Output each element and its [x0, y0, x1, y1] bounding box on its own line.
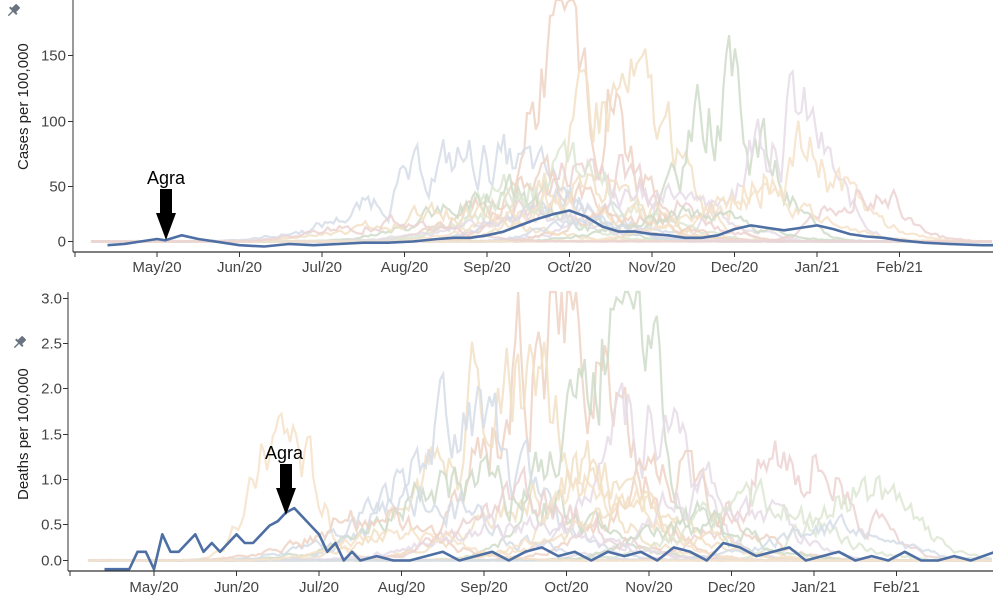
y-tick-label: 0.5	[41, 517, 62, 534]
y-tick-label: 0.0	[41, 553, 62, 570]
background-series-group	[87, 290, 993, 562]
background-series-line	[87, 341, 992, 562]
annotation-label: Agra	[147, 168, 186, 188]
x-tick-label: Nov/20	[625, 579, 673, 596]
x-tick-label: Dec/20	[711, 259, 759, 276]
y-tick-label: 1.5	[41, 427, 62, 444]
y-tick-label: 2.5	[41, 336, 62, 353]
arrow-down-icon	[276, 464, 296, 515]
deaths-y-axis-label: Deaths per 100,000	[15, 368, 32, 500]
x-tick-label: Jan/21	[791, 579, 836, 596]
x-tick-label: Sep/20	[463, 259, 511, 276]
x-tick-label: Feb/21	[876, 259, 923, 276]
pin-icon[interactable]	[5, 2, 22, 19]
x-ticks: May/20 Jun/20 Jul/20 Aug/20 Sep/20 Oct/20 Nov/…	[74, 252, 923, 276]
background-series-group	[90, 0, 993, 243]
background-series-line	[87, 524, 992, 562]
x-tick-label: Nov/20	[628, 259, 676, 276]
x-tick-label: Jun/20	[217, 259, 262, 276]
background-series-line	[87, 411, 992, 562]
annotation-label: Agra	[265, 443, 304, 463]
x-tick-label: May/20	[129, 579, 178, 596]
deaths-chart: May/20 Jun/20 Jul/20 Aug/20 Sep/20 Oct/20 Nov/…	[11, 290, 993, 596]
x-tick-label: Jul/20	[299, 579, 339, 596]
background-series-line	[91, 213, 992, 243]
x-tick-label: May/20	[132, 259, 181, 276]
agra-annotation: Agra	[147, 168, 186, 240]
y-tick-label: 100	[41, 114, 66, 131]
x-tick-label: Jul/20	[302, 259, 342, 276]
cases-chart: May/20 Jun/20 Jul/20 Aug/20 Sep/20 Oct/20 Nov/…	[5, 0, 993, 276]
cases-y-axis-label: Cases per 100,000	[15, 43, 32, 170]
x-ticks: May/20 Jun/20 Jul/20 Aug/20 Sep/20 Oct/20 Nov/…	[69, 571, 920, 596]
y-tick-label: 3.0	[41, 291, 62, 308]
x-tick-label: Oct/20	[547, 259, 591, 276]
y-tick-label: 0	[58, 234, 66, 251]
arrow-down-icon	[156, 189, 176, 240]
x-tick-label: Aug/20	[381, 259, 429, 276]
x-tick-label: Feb/21	[873, 579, 920, 596]
background-series-line	[90, 120, 992, 243]
background-series-line	[91, 68, 992, 243]
x-tick-label: Jan/21	[794, 259, 839, 276]
x-tick-label: Aug/20	[378, 579, 426, 596]
x-tick-label: Sep/20	[460, 579, 508, 596]
x-tick-label: Oct/20	[544, 579, 588, 596]
agra-deaths-line	[104, 506, 993, 571]
y-tick-label: 1.0	[41, 472, 62, 489]
x-tick-label: Jun/20	[214, 579, 259, 596]
agra-annotation: Agra	[265, 443, 304, 515]
y-tick-label: 2.0	[41, 381, 62, 398]
pin-icon[interactable]	[11, 334, 28, 351]
y-ticks: 0.0 0.5 1.0 1.5 2.0 2.5 3.0	[41, 291, 68, 570]
y-tick-label: 50	[49, 179, 66, 196]
y-tick-label: 150	[41, 48, 66, 65]
x-tick-label: Dec/20	[708, 579, 756, 596]
agra-cases-line	[107, 209, 993, 248]
y-ticks: 0 50 100 150	[41, 48, 73, 251]
